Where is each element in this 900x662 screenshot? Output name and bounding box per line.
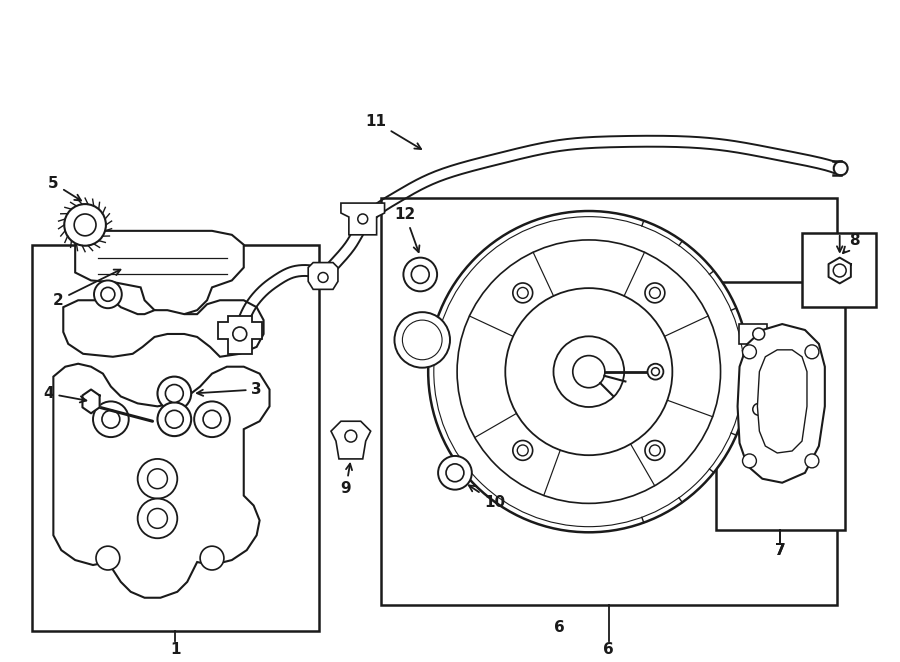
- Circle shape: [93, 401, 129, 437]
- Circle shape: [513, 440, 533, 460]
- Circle shape: [158, 377, 191, 410]
- Circle shape: [411, 265, 429, 283]
- Circle shape: [94, 281, 122, 308]
- Circle shape: [742, 454, 756, 468]
- Circle shape: [434, 216, 743, 527]
- Polygon shape: [341, 203, 384, 235]
- Circle shape: [194, 401, 230, 437]
- Circle shape: [138, 498, 177, 538]
- Text: 2: 2: [53, 269, 121, 308]
- Circle shape: [650, 287, 661, 299]
- Polygon shape: [308, 263, 338, 289]
- Circle shape: [394, 312, 450, 367]
- Circle shape: [572, 355, 605, 388]
- Circle shape: [64, 204, 106, 246]
- Polygon shape: [331, 421, 371, 459]
- Polygon shape: [758, 350, 807, 453]
- Text: 3: 3: [197, 382, 262, 397]
- Circle shape: [403, 258, 437, 291]
- Bar: [716, 283, 845, 530]
- Text: 6: 6: [603, 641, 614, 657]
- Circle shape: [345, 430, 356, 442]
- Bar: [32, 245, 319, 632]
- Circle shape: [645, 440, 665, 460]
- Circle shape: [358, 214, 368, 224]
- Text: 7: 7: [775, 543, 786, 557]
- Polygon shape: [218, 316, 262, 354]
- Circle shape: [645, 283, 665, 303]
- Text: 5: 5: [48, 175, 81, 201]
- Circle shape: [203, 410, 220, 428]
- Circle shape: [752, 403, 765, 415]
- Circle shape: [647, 363, 663, 379]
- Circle shape: [752, 328, 765, 340]
- Text: 10: 10: [469, 485, 505, 510]
- Circle shape: [518, 287, 528, 299]
- Polygon shape: [53, 363, 269, 598]
- Circle shape: [138, 459, 177, 498]
- Polygon shape: [829, 258, 850, 283]
- Circle shape: [148, 508, 167, 528]
- Bar: [802, 233, 877, 307]
- Circle shape: [505, 288, 672, 455]
- Circle shape: [318, 273, 328, 283]
- Bar: [739, 324, 767, 344]
- Circle shape: [742, 345, 756, 359]
- Circle shape: [233, 327, 247, 341]
- Circle shape: [446, 464, 464, 482]
- Circle shape: [518, 445, 528, 456]
- Text: 6: 6: [554, 620, 564, 635]
- Circle shape: [166, 410, 184, 428]
- Circle shape: [402, 320, 442, 359]
- Bar: [381, 198, 837, 604]
- Circle shape: [650, 445, 661, 456]
- Circle shape: [428, 211, 750, 532]
- Text: 11: 11: [365, 115, 421, 149]
- Circle shape: [554, 336, 625, 407]
- Text: 7: 7: [775, 543, 786, 557]
- Circle shape: [805, 345, 819, 359]
- Circle shape: [166, 385, 184, 402]
- Polygon shape: [738, 324, 824, 483]
- Circle shape: [158, 402, 191, 436]
- Circle shape: [148, 469, 167, 489]
- Text: 9: 9: [340, 463, 352, 496]
- Circle shape: [833, 162, 848, 175]
- Circle shape: [652, 367, 660, 375]
- Text: 4: 4: [43, 386, 86, 402]
- Text: 8: 8: [843, 233, 860, 253]
- Polygon shape: [76, 231, 244, 314]
- Text: 12: 12: [395, 207, 419, 252]
- Circle shape: [200, 546, 224, 570]
- Circle shape: [74, 214, 96, 236]
- Circle shape: [805, 454, 819, 468]
- Polygon shape: [83, 389, 100, 413]
- Circle shape: [96, 546, 120, 570]
- Circle shape: [438, 456, 472, 490]
- Circle shape: [457, 240, 721, 503]
- Bar: [739, 399, 767, 419]
- Polygon shape: [63, 301, 264, 357]
- Circle shape: [513, 283, 533, 303]
- Text: 1: 1: [170, 641, 181, 657]
- Circle shape: [833, 264, 846, 277]
- Circle shape: [102, 410, 120, 428]
- Circle shape: [101, 287, 115, 301]
